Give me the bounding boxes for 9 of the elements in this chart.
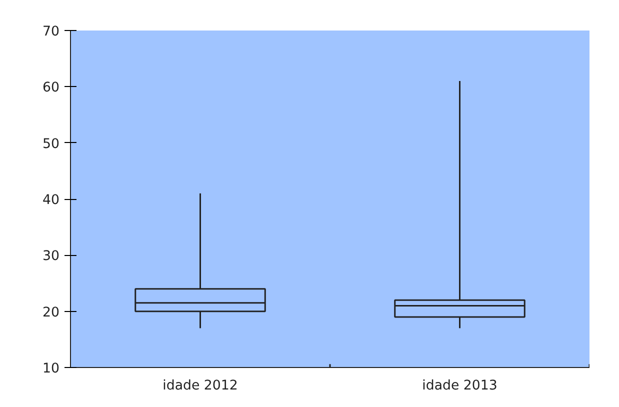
x-tick-label: idade 2012 — [162, 378, 238, 394]
x-tick-label: idade 2013 — [422, 378, 498, 394]
y-tick-label: 60 — [42, 80, 60, 96]
y-tick-label: 40 — [42, 193, 60, 208]
y-tick-label: 30 — [42, 249, 60, 264]
y-tick-label: 10 — [42, 362, 60, 376]
y-tick-label: 50 — [42, 136, 60, 152]
y-tick-label: 20 — [42, 305, 60, 320]
y-tick-label: 70 — [42, 24, 60, 40]
